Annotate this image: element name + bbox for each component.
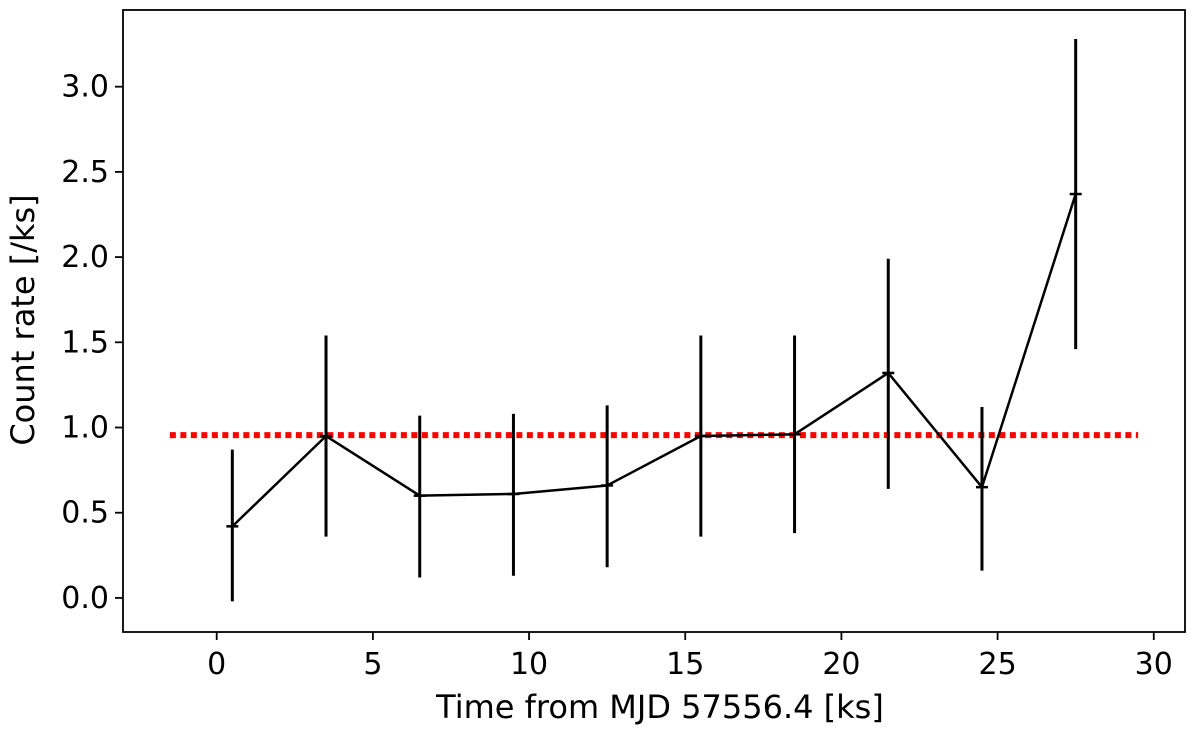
x-tick-label: 5 — [363, 647, 382, 682]
y-axis-label: Count rate [/ks] — [4, 194, 42, 445]
y-tick-label: 0.5 — [61, 496, 109, 531]
x-tick-label: 15 — [666, 647, 704, 682]
y-tick-label: 2.0 — [61, 240, 109, 275]
plot-area — [123, 10, 1185, 632]
x-tick-label: 30 — [1135, 647, 1173, 682]
axes — [122, 9, 1186, 633]
series-line-0 — [231, 193, 1077, 528]
y-tick-label: 2.5 — [61, 155, 109, 190]
x-axis-label: Time from MJD 57556.4 [ks] — [435, 688, 884, 726]
axes-frame — [122, 9, 1186, 633]
ticks: 0 5 10 15 20 25 30 0.0 0.5 1.0 1.5 2.0 2.5 3.0 — [61, 70, 1173, 682]
y-tick-label: 1.5 — [61, 325, 109, 360]
plot-background — [123, 10, 1185, 632]
x-tick-label: 0 — [207, 647, 226, 682]
x-tick-label: 25 — [978, 647, 1016, 682]
x-tick-label: 20 — [822, 647, 860, 682]
y-tick-label: 0.0 — [61, 581, 109, 616]
y-tick-label: 3.0 — [61, 70, 109, 105]
data-series — [231, 193, 1077, 528]
y-tick-label: 1.0 — [61, 411, 109, 446]
x-tick-label: 10 — [510, 647, 548, 682]
